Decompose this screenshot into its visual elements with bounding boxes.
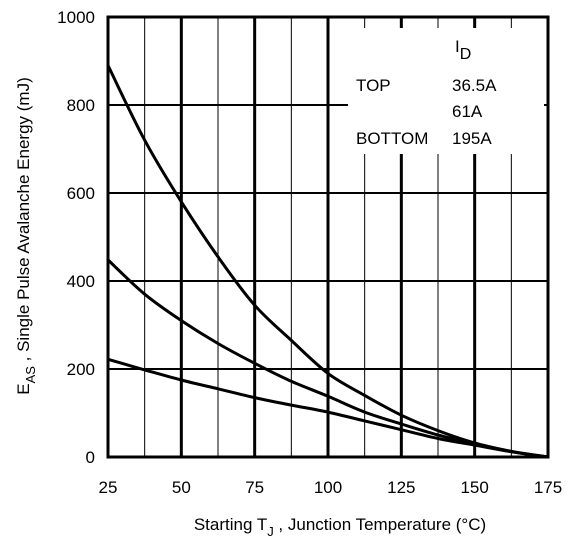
- x-tick-label: 50: [172, 478, 191, 497]
- legend-header-sub: D: [460, 46, 472, 63]
- legend-row-value-top: 36.5A: [452, 76, 497, 95]
- y-axis-title: EAS , Single Pulse Avalanche Energy (mJ): [14, 77, 38, 395]
- legend-row-value-bottom: 195A: [452, 129, 492, 148]
- x-tick-label: 175: [534, 478, 562, 497]
- x-axis-title-suffix: , Junction Temperature (°C): [274, 515, 486, 534]
- series-line-2: [106, 357, 550, 459]
- series-layer: [106, 63, 550, 459]
- y-tick-label: 0: [86, 448, 95, 467]
- x-axis-title: Starting TJ , Junction Temperature (°C): [194, 515, 486, 539]
- legend-box: [348, 28, 544, 154]
- x-axis-tick-labels: 25 50 75 100 125 150 175: [99, 478, 563, 497]
- legend-header-main: I: [455, 37, 460, 56]
- y-axis-title-suffix: , Single Pulse Avalanche Energy (mJ): [14, 77, 33, 366]
- legend-header: ID: [455, 37, 471, 63]
- y-tick-label: 200: [67, 360, 95, 379]
- y-axis-title-sub: AS: [23, 366, 38, 384]
- y-tick-label: 400: [67, 272, 95, 291]
- plot-frame: [106, 15, 550, 459]
- x-tick-label: 150: [460, 478, 488, 497]
- x-axis-title-prefix: Starting T: [194, 515, 267, 534]
- legend: ID TOP 36.5A 61A BOTTOM 195A: [356, 37, 497, 148]
- x-tick-label: 125: [387, 478, 415, 497]
- y-axis-tick-labels: 0 200 400 600 800 1000: [57, 8, 95, 467]
- x-axis-title-sub: J: [267, 524, 274, 539]
- y-tick-label: 800: [67, 96, 95, 115]
- x-tick-label: 75: [245, 478, 264, 497]
- y-axis-title-main: E: [14, 383, 33, 394]
- legend-row-value-middle: 61A: [452, 102, 483, 121]
- y-tick-label: 600: [67, 184, 95, 203]
- legend-row-label-bottom: BOTTOM: [356, 129, 428, 148]
- legend-row-label-top: TOP: [356, 76, 391, 95]
- y-tick-label: 1000: [57, 8, 95, 27]
- x-tick-label: 100: [314, 478, 342, 497]
- x-tick-label: 25: [99, 478, 118, 497]
